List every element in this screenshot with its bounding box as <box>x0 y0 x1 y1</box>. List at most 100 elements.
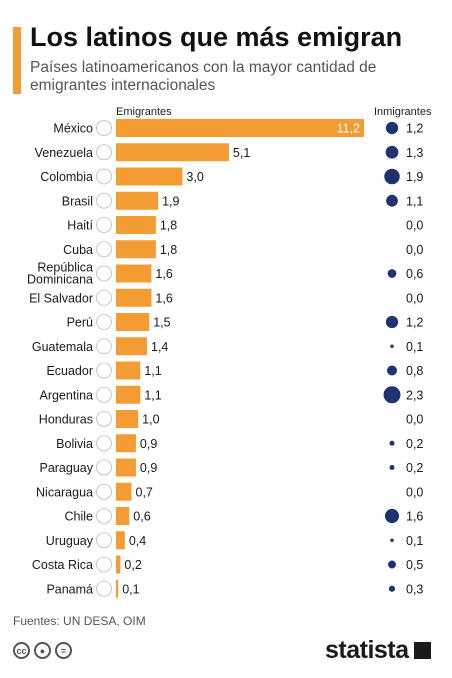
category-label: Cuba <box>63 243 93 257</box>
bubble <box>386 194 398 207</box>
venezuela-flag-icon <box>96 144 112 161</box>
bubble-value-label: 1,6 <box>406 510 423 524</box>
category-label: México <box>53 122 93 136</box>
bar <box>116 119 364 137</box>
category-label: Argentina <box>39 388 93 402</box>
bubble-value-label: 1,2 <box>406 122 423 136</box>
bar-value-label: 1,9 <box>162 194 179 208</box>
category-label: Costa Rica <box>32 558 93 572</box>
bubble-value-label: 0,6 <box>406 267 423 281</box>
statista-logo[interactable]: statista <box>325 636 431 665</box>
bar <box>116 167 183 186</box>
bubble <box>388 585 396 592</box>
category-label: Bolivia <box>56 437 93 451</box>
bar <box>116 555 121 574</box>
el-salvador-flag-icon <box>96 289 112 306</box>
bubble <box>389 440 395 446</box>
bar-value-label: 0,9 <box>140 461 157 475</box>
costa-rica-flag-icon <box>96 556 112 573</box>
bubble <box>383 386 401 404</box>
bar <box>116 507 130 525</box>
bubble-value-label: 0,0 <box>406 485 423 499</box>
dominican-republic-flag-icon <box>96 265 112 282</box>
category-label: Perú <box>67 316 93 330</box>
title-accent-bar <box>13 27 21 94</box>
paraguay-flag-icon <box>96 459 112 476</box>
bubble-value-label: 0,0 <box>406 413 423 427</box>
bar-value-label: 0,6 <box>133 510 150 524</box>
guatemala-flag-icon <box>96 338 112 355</box>
category-label: Dominicana <box>27 273 93 287</box>
bar-value-label: 0,9 <box>140 437 157 451</box>
statista-logo-icon <box>413 642 431 659</box>
bar <box>116 240 156 259</box>
bubble-value-label: 0,8 <box>406 364 423 378</box>
bubble <box>385 315 399 329</box>
bolivia-flag-icon <box>96 435 112 452</box>
bar <box>116 458 136 477</box>
bubble-value-label: 0,0 <box>406 291 423 305</box>
bubble-value-label: 0,0 <box>406 219 423 233</box>
bubble-value-label: 1,3 <box>406 146 423 160</box>
bar-value-label: 0,2 <box>124 558 141 572</box>
by-icon: ● <box>34 642 51 659</box>
source-note: Fuentes: UN DESA, OIM <box>13 614 146 628</box>
category-label: Brasil <box>62 194 93 208</box>
category-label: Chile <box>65 510 94 524</box>
bar <box>116 264 152 283</box>
bar <box>116 579 119 598</box>
bubble <box>388 560 396 569</box>
bar <box>116 482 132 501</box>
bubble <box>384 168 400 185</box>
bubble <box>389 464 395 471</box>
bubble-value-label: 0,5 <box>406 558 423 572</box>
bubble <box>385 145 399 159</box>
category-label: Honduras <box>39 413 93 427</box>
bar-value-label: 1,8 <box>160 243 177 257</box>
chart-subtitle: Países latinoamericanos con la mayor can… <box>30 59 377 94</box>
bar-value-label: 0,1 <box>122 582 139 596</box>
bar <box>116 216 156 234</box>
chile-flag-icon <box>96 508 112 524</box>
bubble <box>384 508 400 524</box>
honduras-flag-icon <box>96 411 112 427</box>
category-label: Guatemala <box>32 340 93 354</box>
bubble-value-label: 2,3 <box>406 388 423 402</box>
bar <box>116 191 159 210</box>
bar <box>116 434 136 453</box>
license-icons: cc ● = <box>13 642 72 659</box>
bar-value-label: 0,4 <box>129 534 146 548</box>
bar-value-label: 1,5 <box>153 316 170 330</box>
bubble <box>385 121 399 135</box>
bar <box>116 143 229 162</box>
bar-value-label: 0,7 <box>136 485 153 499</box>
brand-name: statista <box>325 636 409 664</box>
category-label: República <box>37 261 93 275</box>
bubble <box>390 344 394 349</box>
bar-value-label: 1,6 <box>155 291 172 305</box>
category-label: Paraguay <box>39 461 93 475</box>
panama-flag-icon <box>96 580 112 597</box>
bar <box>116 337 147 356</box>
bar-value-label: 1,8 <box>160 219 177 233</box>
cc-icon: cc <box>13 642 30 659</box>
bar-value-label: 11,2 <box>337 122 360 136</box>
chart-title: Los latinos que más emigran <box>30 22 403 52</box>
bar-value-label: 1,4 <box>151 340 168 354</box>
bubble-value-label: 0,2 <box>406 461 423 475</box>
colombia-flag-icon <box>96 168 112 185</box>
bubble-value-label: 0,3 <box>406 582 423 596</box>
bubble-value-label: 1,2 <box>406 316 423 330</box>
immigrants-column-header: Inmigrantes <box>374 106 432 118</box>
category-label: Panamá <box>46 582 93 596</box>
category-label: El Salvador <box>29 291 93 305</box>
category-label: Colombia <box>40 170 93 184</box>
category-label: Nicaragua <box>36 485 93 499</box>
category-label: Uruguay <box>46 534 94 548</box>
bubble <box>390 538 394 543</box>
nd-icon: = <box>55 642 72 659</box>
haiti-flag-icon <box>96 217 112 233</box>
bubble <box>386 365 398 376</box>
category-label: Ecuador <box>46 364 93 378</box>
cuba-flag-icon <box>96 241 112 258</box>
